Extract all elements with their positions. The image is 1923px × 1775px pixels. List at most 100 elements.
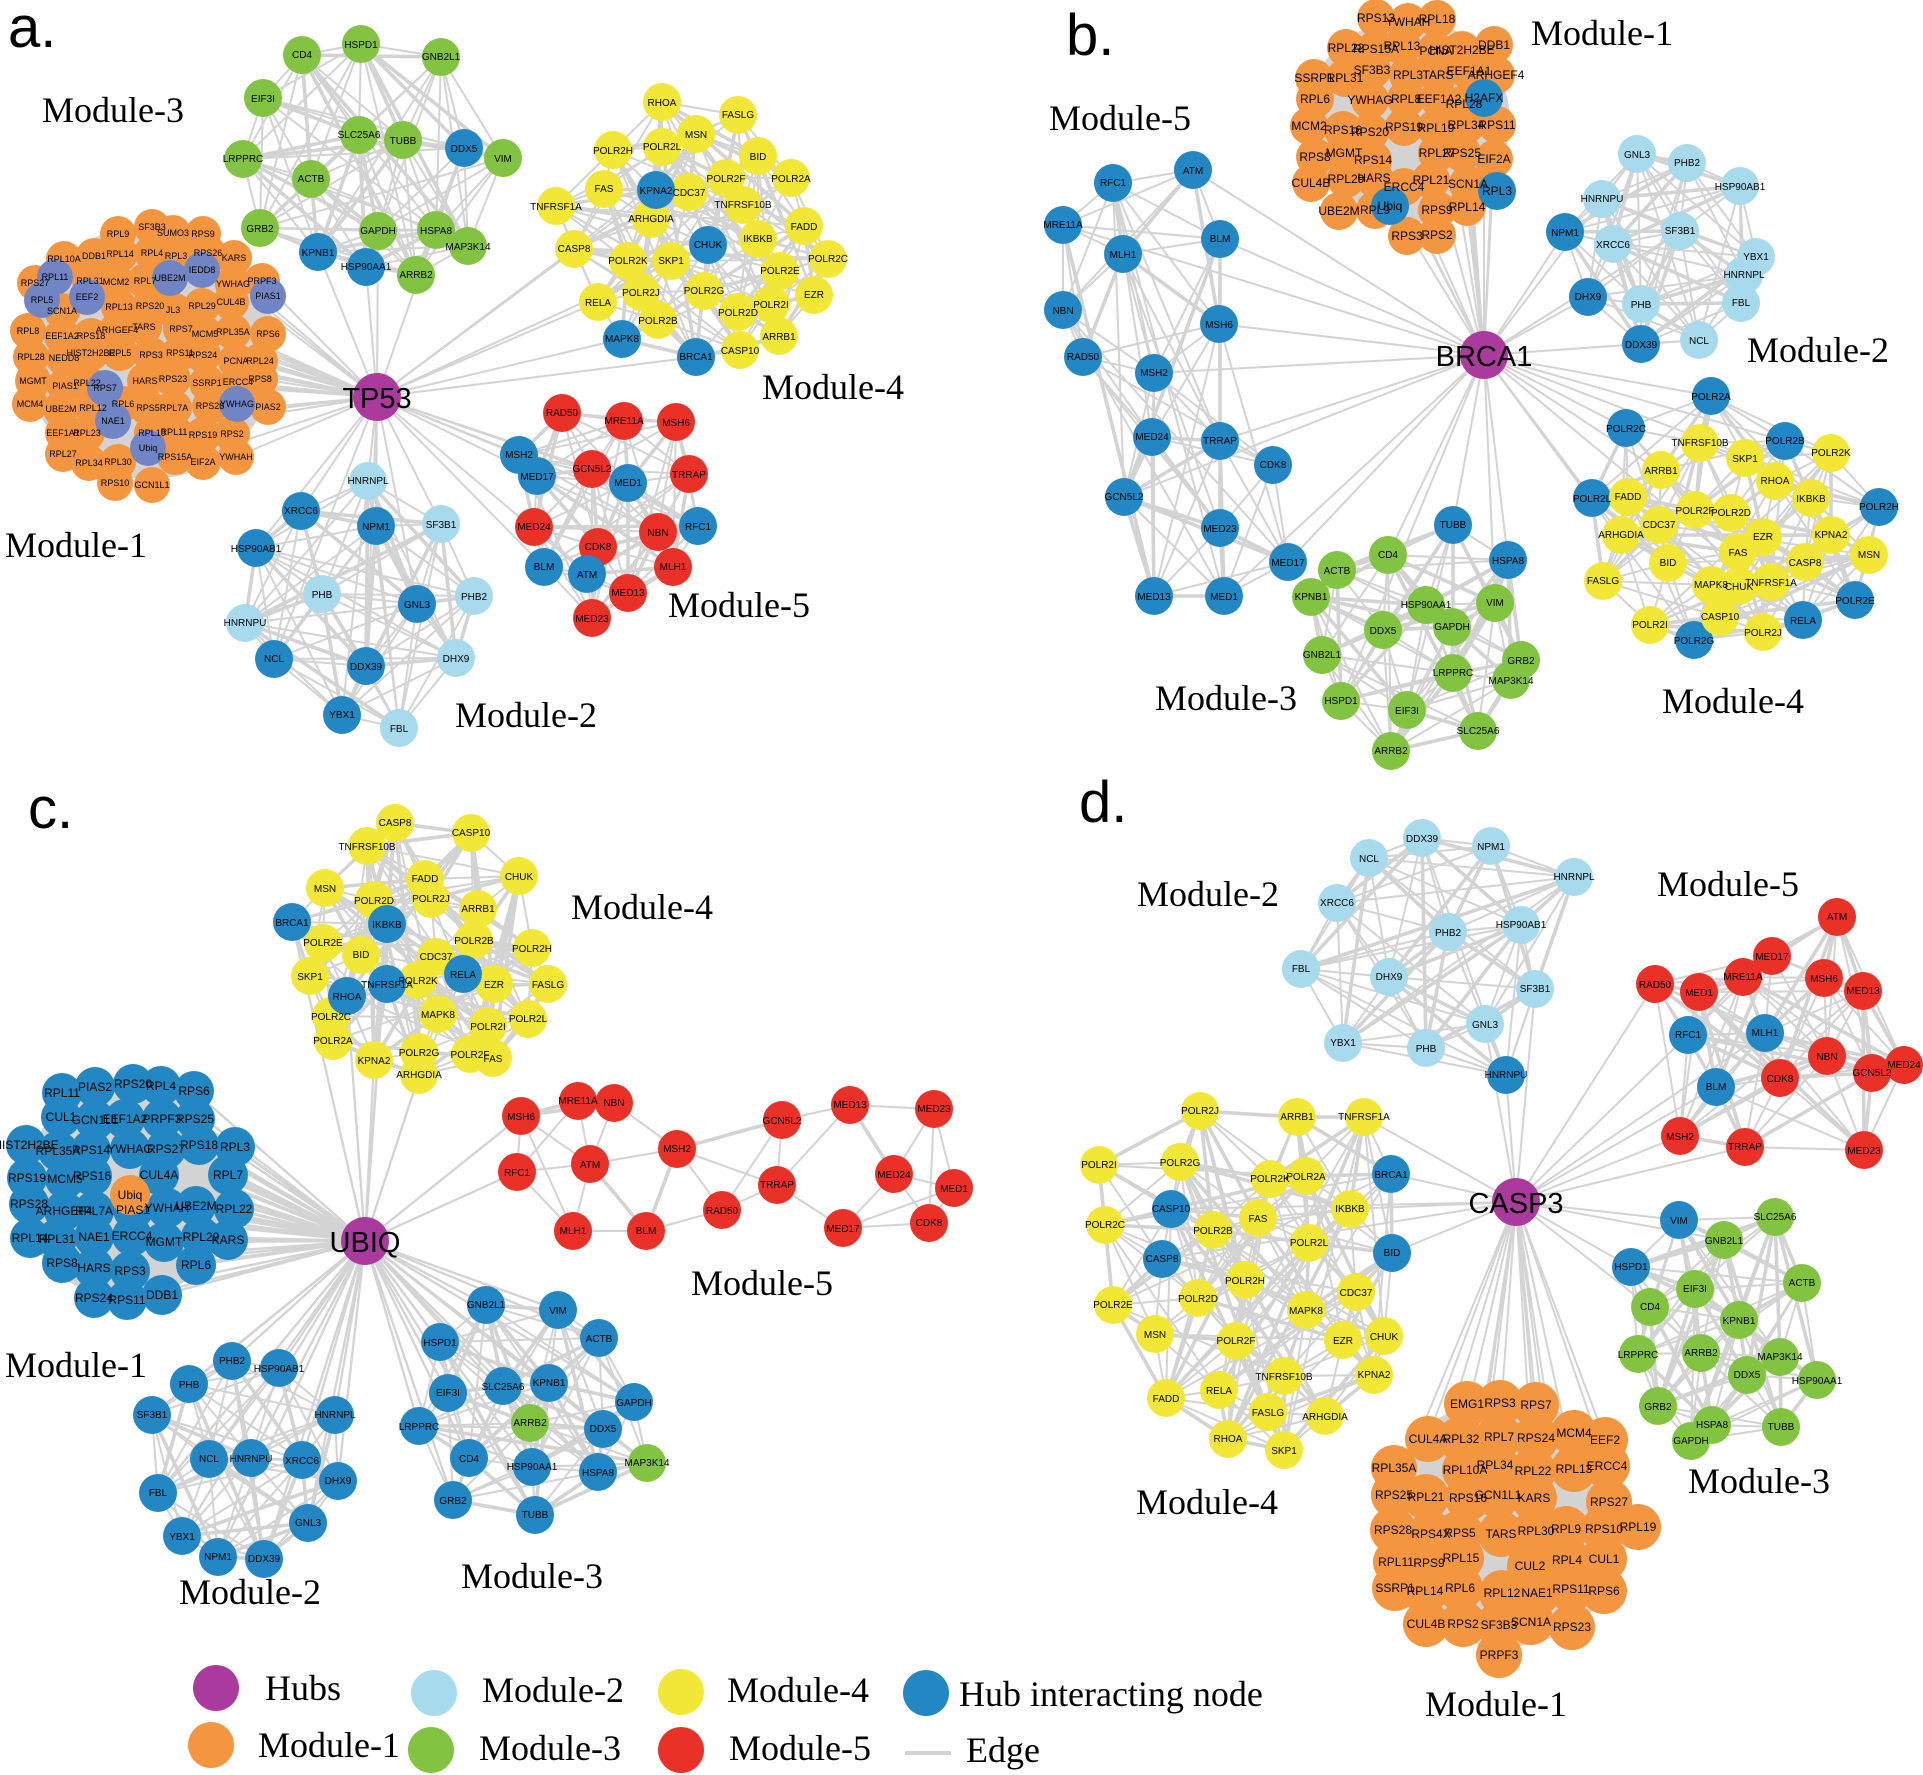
svg-text:Module-2: Module-2 bbox=[1137, 874, 1279, 914]
svg-text:RPL7: RPL7 bbox=[134, 276, 157, 286]
svg-text:POLR2L: POLR2L bbox=[1573, 494, 1612, 505]
svg-text:TUBB: TUBB bbox=[522, 1510, 549, 1521]
svg-text:Ubiq: Ubiq bbox=[1378, 199, 1403, 213]
svg-text:HSP90AA1: HSP90AA1 bbox=[1401, 600, 1452, 611]
svg-text:RPS23: RPS23 bbox=[1553, 1620, 1591, 1634]
svg-text:ERCC4: ERCC4 bbox=[1384, 180, 1425, 194]
svg-text:MSH2: MSH2 bbox=[663, 1144, 691, 1155]
svg-text:POLR2F: POLR2F bbox=[707, 174, 746, 185]
svg-text:DDX39: DDX39 bbox=[1406, 834, 1439, 845]
svg-text:POLR2C: POLR2C bbox=[311, 1012, 351, 1023]
svg-text:MSN: MSN bbox=[1858, 550, 1880, 561]
svg-text:RPL7A: RPL7A bbox=[75, 1204, 113, 1218]
svg-text:POLR2A: POLR2A bbox=[313, 1036, 353, 1047]
svg-text:RELA: RELA bbox=[1206, 1386, 1232, 1397]
svg-text:MAPK8: MAPK8 bbox=[1694, 580, 1728, 591]
svg-text:TNFRSF10B: TNFRSF10B bbox=[714, 200, 772, 211]
svg-text:EIF3I: EIF3I bbox=[251, 94, 275, 105]
svg-text:NAE1: NAE1 bbox=[101, 416, 125, 426]
svg-text:MGMT: MGMT bbox=[1326, 146, 1363, 160]
svg-text:YWHAG: YWHAG bbox=[1347, 93, 1392, 107]
svg-text:MED13: MED13 bbox=[833, 1100, 867, 1111]
svg-text:MED1: MED1 bbox=[1685, 988, 1713, 999]
svg-text:RPL11: RPL11 bbox=[44, 1086, 80, 1100]
svg-text:BLM: BLM bbox=[1706, 1082, 1727, 1093]
svg-text:Module-5: Module-5 bbox=[729, 1728, 871, 1768]
svg-text:HSP90AA1: HSP90AA1 bbox=[341, 262, 392, 273]
svg-text:SLC25A6: SLC25A6 bbox=[338, 130, 381, 141]
svg-text:Hubs: Hubs bbox=[265, 1668, 341, 1708]
svg-text:TRRAP: TRRAP bbox=[1728, 1142, 1762, 1153]
svg-text:PIAS1: PIAS1 bbox=[255, 291, 281, 301]
svg-text:NBN: NBN bbox=[603, 1098, 624, 1109]
svg-text:Module-2: Module-2 bbox=[455, 695, 597, 735]
svg-text:RPS4X: RPS4X bbox=[1411, 1527, 1450, 1541]
svg-text:RPS8: RPS8 bbox=[248, 374, 272, 384]
svg-text:XRCC6: XRCC6 bbox=[1320, 898, 1354, 909]
svg-text:SCN1A: SCN1A bbox=[1448, 177, 1488, 191]
svg-text:GAPDH: GAPDH bbox=[1434, 622, 1470, 633]
svg-text:GAPDH: GAPDH bbox=[360, 226, 396, 237]
svg-text:MCM2: MCM2 bbox=[1291, 119, 1327, 133]
svg-text:CASP10: CASP10 bbox=[452, 828, 491, 839]
svg-text:RPS20: RPS20 bbox=[136, 301, 165, 311]
svg-text:GNB2L1: GNB2L1 bbox=[467, 1300, 506, 1311]
svg-text:ARRB1: ARRB1 bbox=[762, 332, 796, 343]
svg-text:ARHGDIA: ARHGDIA bbox=[1598, 530, 1644, 541]
svg-text:POLR2K: POLR2K bbox=[1250, 1174, 1290, 1185]
svg-text:RPL19: RPL19 bbox=[1620, 1520, 1657, 1534]
svg-text:POLR2B: POLR2B bbox=[454, 936, 494, 947]
svg-text:TRRAP: TRRAP bbox=[760, 1180, 794, 1191]
svg-text:RPS28: RPS28 bbox=[10, 1197, 48, 1211]
svg-text:RPL29: RPL29 bbox=[1328, 172, 1365, 186]
svg-text:NPM1: NPM1 bbox=[1551, 228, 1579, 239]
svg-text:TUBB: TUBB bbox=[1768, 1422, 1795, 1433]
svg-text:RPL13: RPL13 bbox=[1556, 1462, 1593, 1476]
svg-text:RPS25: RPS25 bbox=[1375, 1488, 1413, 1502]
svg-text:GAPDH: GAPDH bbox=[1673, 1436, 1709, 1447]
svg-text:SSRP1: SSRP1 bbox=[192, 378, 222, 388]
svg-text:RPL28: RPL28 bbox=[1446, 97, 1483, 111]
svg-text:RPS28: RPS28 bbox=[196, 401, 225, 411]
svg-text:YWHAG: YWHAG bbox=[220, 399, 254, 409]
svg-text:RPS19: RPS19 bbox=[1385, 120, 1423, 134]
svg-text:IEDD8: IEDD8 bbox=[189, 265, 216, 275]
svg-text:RPS9: RPS9 bbox=[1413, 1556, 1445, 1570]
svg-text:KPNA2: KPNA2 bbox=[1358, 1370, 1391, 1381]
svg-text:MED24: MED24 bbox=[1135, 432, 1169, 443]
svg-text:DDB1: DDB1 bbox=[146, 1288, 178, 1302]
svg-text:GNB2L1: GNB2L1 bbox=[1303, 650, 1342, 661]
svg-text:KPNA2: KPNA2 bbox=[640, 186, 673, 197]
svg-text:RHOA: RHOA bbox=[333, 992, 362, 1003]
svg-text:HSP90AB1: HSP90AB1 bbox=[1496, 920, 1547, 931]
svg-text:HSP90AB1: HSP90AB1 bbox=[254, 1364, 305, 1375]
svg-text:UBE2M: UBE2M bbox=[175, 1199, 216, 1213]
svg-text:BID: BID bbox=[1384, 1248, 1401, 1259]
svg-text:Module-3: Module-3 bbox=[1155, 678, 1297, 718]
svg-text:Module-4: Module-4 bbox=[1136, 1482, 1278, 1522]
svg-text:UBE2M: UBE2M bbox=[45, 404, 76, 414]
svg-text:KPNB1: KPNB1 bbox=[1295, 592, 1328, 603]
svg-text:RPS7: RPS7 bbox=[93, 383, 117, 393]
svg-text:RPL6: RPL6 bbox=[181, 1258, 211, 1272]
svg-text:MED17: MED17 bbox=[1755, 952, 1789, 963]
svg-text:CHUK: CHUK bbox=[694, 240, 723, 251]
svg-text:TNFRSF1A: TNFRSF1A bbox=[1745, 578, 1797, 589]
svg-text:RPS13: RPS13 bbox=[1357, 11, 1395, 25]
svg-text:RELA: RELA bbox=[450, 970, 476, 981]
svg-text:IKBKB: IKBKB bbox=[372, 920, 402, 931]
svg-text:RPS7: RPS7 bbox=[1520, 1398, 1552, 1412]
svg-text:PHB2: PHB2 bbox=[1674, 158, 1701, 169]
svg-text:POLR2L: POLR2L bbox=[509, 1014, 548, 1025]
svg-text:MED17: MED17 bbox=[826, 1224, 860, 1235]
svg-text:PHB: PHB bbox=[1631, 300, 1652, 311]
svg-text:CDK8: CDK8 bbox=[1260, 460, 1287, 471]
svg-text:RPS25: RPS25 bbox=[1443, 146, 1481, 160]
svg-text:MRE11A: MRE11A bbox=[1723, 972, 1763, 983]
svg-text:ARHGDIA: ARHGDIA bbox=[628, 214, 674, 225]
svg-text:FAS: FAS bbox=[1729, 548, 1748, 559]
svg-text:POLR2I: POLR2I bbox=[470, 1022, 506, 1033]
svg-text:EMG1: EMG1 bbox=[1450, 1397, 1484, 1411]
svg-text:RPL11: RPL11 bbox=[42, 272, 69, 282]
svg-text:MED23: MED23 bbox=[1203, 524, 1237, 535]
